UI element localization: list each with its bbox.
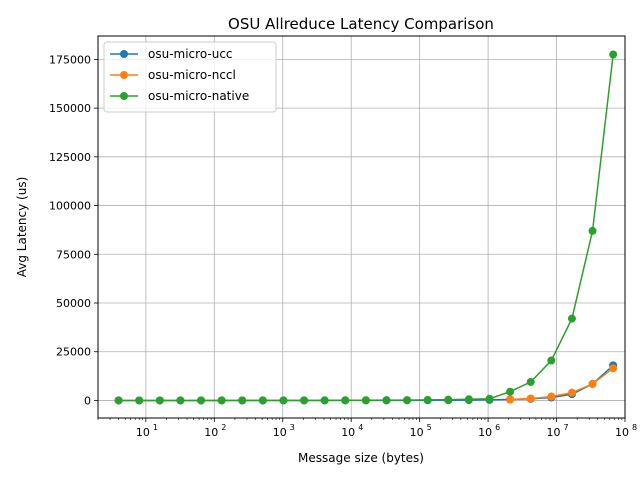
grid xyxy=(98,36,626,418)
y-tick-label: 175000 xyxy=(49,53,91,66)
legend-swatch-marker xyxy=(120,71,128,79)
y-tick-label: 50000 xyxy=(56,297,91,310)
data-point xyxy=(176,396,185,405)
data-point xyxy=(238,396,247,405)
data-point xyxy=(526,394,535,403)
x-tick-exponent: 2 xyxy=(221,423,226,432)
y-tick-label: 0 xyxy=(84,394,91,407)
legend-label: osu-micro-ucc xyxy=(148,47,233,61)
legend-item: osu-micro-native xyxy=(110,89,249,103)
data-point xyxy=(506,387,515,396)
x-tick-exponent: 6 xyxy=(495,423,500,432)
series-osu-micro-native xyxy=(114,50,618,405)
x-tick-label: 10 xyxy=(615,426,629,439)
legend-swatch-marker xyxy=(120,92,128,100)
data-point xyxy=(526,377,535,386)
x-tick-label: 10 xyxy=(341,426,355,439)
y-tick-label: 25000 xyxy=(56,346,91,359)
legend: osu-micro-ucc osu-micro-nccl osu-micro-nat… xyxy=(103,41,277,113)
data-point xyxy=(361,396,370,405)
x-tick-exponent: 8 xyxy=(632,423,637,432)
data-point xyxy=(258,396,267,405)
data-point xyxy=(588,226,597,235)
x-tick-label: 10 xyxy=(273,426,287,439)
x-axis-label: Message size (bytes) xyxy=(298,451,424,465)
x-tick-label: 10 xyxy=(478,426,492,439)
y-tick-label: 75000 xyxy=(56,248,91,261)
legend-box xyxy=(103,41,277,113)
x-tick-exponent: 3 xyxy=(290,423,295,432)
series-osu-micro-nccl xyxy=(506,364,618,404)
chart-title: OSU Allreduce Latency Comparison xyxy=(228,15,494,33)
data-point xyxy=(423,395,432,404)
series-group xyxy=(114,50,618,405)
x-tick-exponent: 7 xyxy=(564,423,569,432)
x-tick-label: 10 xyxy=(547,426,561,439)
data-point xyxy=(382,396,391,405)
data-point xyxy=(485,394,494,403)
data-point xyxy=(547,356,556,365)
x-ticks: 10 1 10 2 10 3 10 4 10 5 10 6 10 7 10 8 xyxy=(97,418,637,439)
data-point xyxy=(609,364,618,373)
data-point xyxy=(567,314,576,323)
data-point xyxy=(155,396,164,405)
data-point xyxy=(506,395,515,404)
data-point xyxy=(464,395,473,404)
y-tick-label: 150000 xyxy=(49,102,91,115)
data-point xyxy=(279,396,288,405)
data-point xyxy=(588,379,597,388)
legend-label: osu-micro-nccl xyxy=(148,68,236,82)
data-point xyxy=(341,396,350,405)
legend-item: osu-micro-ucc xyxy=(110,47,233,61)
x-tick-label: 10 xyxy=(410,426,424,439)
data-point xyxy=(609,50,618,59)
x-tick-exponent: 1 xyxy=(153,423,158,432)
plot-area: 10 1 10 2 10 3 10 4 10 5 10 6 10 7 10 8 025000500007500… xyxy=(49,35,637,439)
data-point xyxy=(114,396,123,405)
legend-swatch-marker xyxy=(120,50,128,58)
x-tick-label: 10 xyxy=(204,426,218,439)
x-tick-label: 10 xyxy=(136,426,150,439)
legend-label: osu-micro-native xyxy=(148,89,249,103)
y-tick-label: 125000 xyxy=(49,151,91,164)
data-point xyxy=(300,396,309,405)
y-tick-label: 100000 xyxy=(49,200,91,213)
y-axis-label: Avg Latency (us) xyxy=(15,177,29,278)
data-point xyxy=(217,396,226,405)
data-point xyxy=(135,396,144,405)
data-point xyxy=(444,395,453,404)
data-point xyxy=(197,396,206,405)
data-point xyxy=(547,392,556,401)
data-point xyxy=(403,396,412,405)
axes-frame xyxy=(97,35,626,419)
y-ticks: 0 25000 50000 75000 100000 125000 150000 175000 xyxy=(49,53,98,407)
legend-item: osu-micro-nccl xyxy=(110,68,236,82)
x-tick-exponent: 4 xyxy=(358,423,363,432)
data-point xyxy=(567,388,576,397)
x-tick-exponent: 5 xyxy=(427,423,432,432)
data-point xyxy=(320,396,329,405)
